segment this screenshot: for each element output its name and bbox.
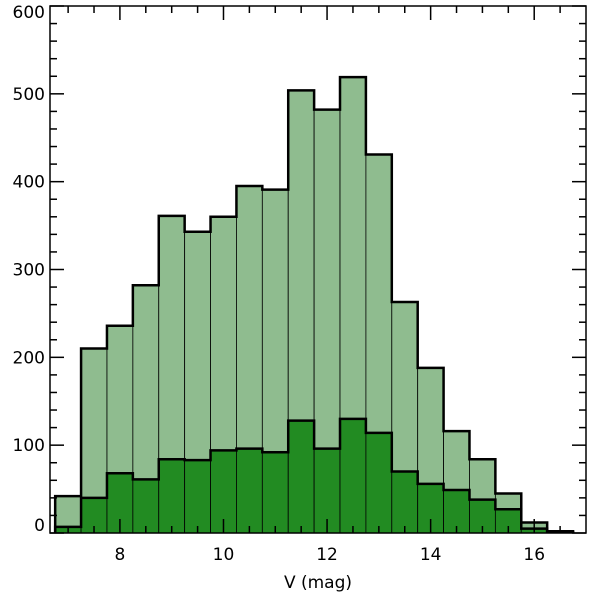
axis-ticks xyxy=(50,5,586,534)
bar-subset xyxy=(339,418,367,534)
x-tick-label: 8 xyxy=(114,545,125,565)
bar-subset xyxy=(132,479,160,534)
bar-subset xyxy=(236,448,263,534)
series-subset-outline xyxy=(53,417,575,534)
y-tick-label: 400 xyxy=(13,173,45,193)
bar-subset xyxy=(313,448,341,534)
plot-frame xyxy=(49,5,587,534)
bar-subset xyxy=(158,458,186,534)
y-tick-label: 500 xyxy=(13,85,45,105)
bar-subset xyxy=(365,432,393,534)
y-tick-label: 300 xyxy=(13,261,45,281)
y-tick-label: 0 xyxy=(34,516,45,536)
y-tick-label: 100 xyxy=(13,436,45,456)
x-tick-label: 16 xyxy=(523,545,545,565)
y-tick-label: 600 xyxy=(13,3,45,23)
x-tick-label: 12 xyxy=(316,545,338,565)
x-axis-label: V (mag) xyxy=(284,573,352,593)
bar-subset xyxy=(261,451,289,534)
x-tick-label: 10 xyxy=(213,545,235,565)
x-tick-label: 14 xyxy=(420,545,442,565)
bar-subset xyxy=(287,420,315,534)
bar-subset xyxy=(391,471,419,534)
y-tick-label: 200 xyxy=(13,348,45,368)
tick-labels: 8 10 12 14 16 0 100 200 300 400 500 600 xyxy=(13,3,545,565)
bar-subset xyxy=(184,459,211,534)
series-subset-bars xyxy=(54,418,574,534)
series-all-outline xyxy=(53,75,575,533)
